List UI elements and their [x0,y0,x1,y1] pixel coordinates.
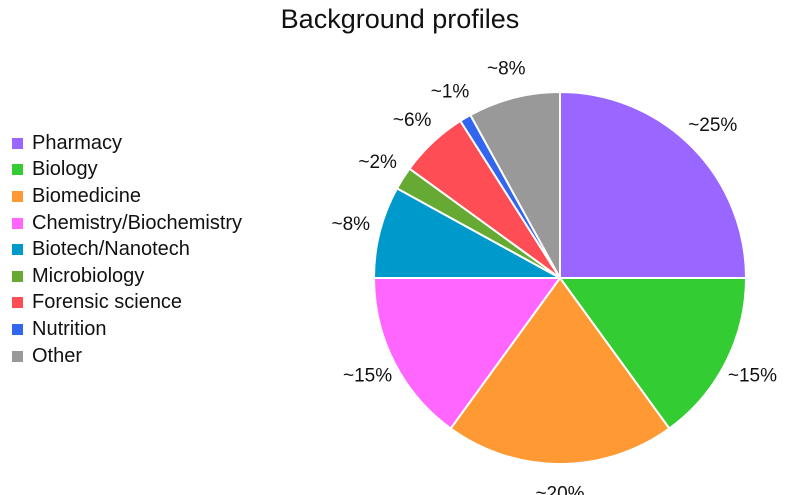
legend-label: Biotech/Nanotech [32,238,190,261]
legend-swatch [12,190,23,202]
legend-item: Other [12,343,242,370]
legend: Pharmacy Biology Biomedicine Chemistry/Bioc… [12,130,242,369]
slice-label: ~20% [535,484,584,495]
legend-swatch [12,297,23,309]
slice-label: ~25% [688,115,737,136]
pie-slice-chemistry-biochemistry [372,277,562,430]
legend-label: Microbiology [32,264,145,287]
legend-swatch [12,217,23,229]
slice-label: ~6% [393,110,432,131]
legend-swatch [12,323,23,335]
legend-item: Biology [12,157,242,184]
legend-label: Nutrition [32,317,107,340]
slice-label: ~2% [358,152,397,173]
legend-item: Biotech/Nanotech [12,236,242,263]
slice-label: ~15% [343,366,392,387]
pie-slice-biology [558,277,748,430]
chart-title: Background profiles [280,4,520,34]
legend-label: Chemistry/Biochemistry [32,211,243,234]
legend-swatch [12,270,23,282]
legend-swatch [12,244,23,256]
legend-label: Forensic science [32,291,183,314]
legend-item: Nutrition [12,316,242,343]
slice-label: ~8% [487,58,526,79]
legend-label: Other [32,344,83,367]
legend-item: Pharmacy [12,130,242,157]
pie-slice-biotech-nanotech [372,187,561,279]
legend-item: Biomedicine [12,183,242,210]
legend-swatch [12,350,23,362]
slice-label: ~1% [431,82,470,103]
legend-item: Microbiology [12,263,242,290]
legend-item: Forensic science [12,290,242,317]
pie-slice-biomedicine [449,276,671,465]
slice-label: ~8% [332,214,371,235]
legend-label: Pharmacy [32,131,123,154]
slice-label: ~15% [728,366,777,387]
pie-slice-other [469,90,561,279]
legend-label: Biomedicine [32,184,141,207]
legend-label: Biology [32,158,98,181]
legend-swatch [12,137,23,149]
legend-item: Chemistry/Biochemistry [12,210,242,237]
pie-slice-pharmacy [559,90,748,279]
legend-swatch [12,164,23,176]
